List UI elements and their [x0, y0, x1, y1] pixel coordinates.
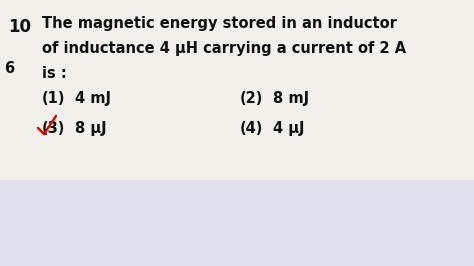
Text: 4 μJ: 4 μJ: [273, 121, 304, 136]
Text: 10: 10: [8, 18, 31, 36]
Text: (4): (4): [240, 121, 264, 136]
Text: The magnetic energy stored in an inductor: The magnetic energy stored in an inducto…: [42, 16, 397, 31]
Text: (2): (2): [240, 91, 264, 106]
Text: (3): (3): [42, 121, 65, 136]
Text: 6: 6: [4, 61, 14, 76]
Bar: [0, 0, 474, 180]
Text: 4 mJ: 4 mJ: [75, 91, 111, 106]
Bar: [0, 180, 474, 266]
Text: (1): (1): [42, 91, 65, 106]
Text: is :: is :: [42, 66, 67, 81]
Text: of inductance 4 μH carrying a current of 2 A: of inductance 4 μH carrying a current of…: [42, 41, 406, 56]
Text: 8 μJ: 8 μJ: [75, 121, 107, 136]
Text: 8 mJ: 8 mJ: [273, 91, 309, 106]
